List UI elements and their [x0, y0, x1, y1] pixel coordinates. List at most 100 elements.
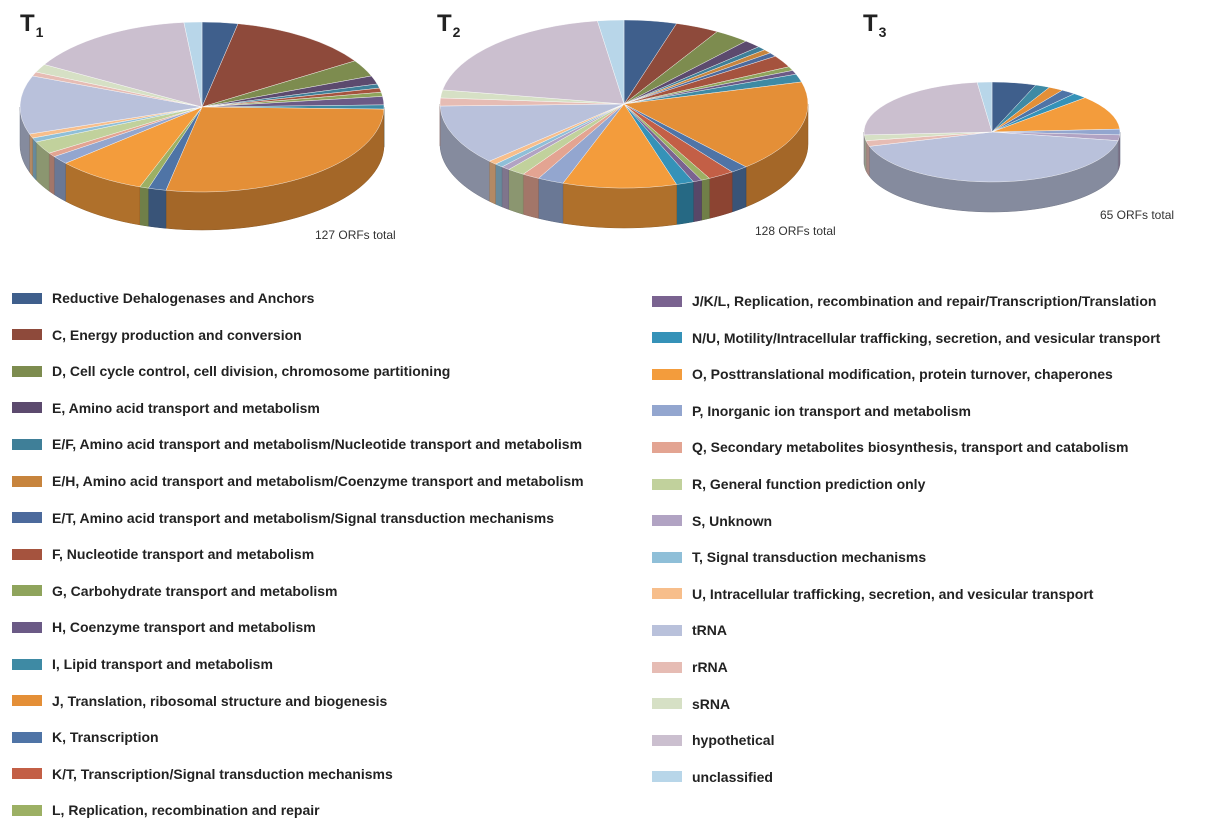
- pie-slice-hypothetical: [43, 22, 203, 108]
- legend-item: tRNA: [652, 619, 727, 641]
- legend-label: O, Posttranslational modification, prote…: [692, 366, 1113, 383]
- pie-side-o: [562, 182, 677, 229]
- pie-slice-o: [991, 97, 1121, 133]
- pie-chart-t3: [863, 81, 1121, 213]
- legend-swatch: [12, 329, 42, 341]
- legend-item: Q, Secondary metabolites biosynthesis, t…: [652, 436, 1128, 458]
- pie-charts-svg: [19, 19, 1121, 231]
- legend-label: F, Nucleotide transport and metabolism: [52, 546, 315, 563]
- legend-swatch: [652, 295, 682, 307]
- legend-label: T, Signal transduction mechanisms: [692, 549, 927, 566]
- legend-swatch: [652, 515, 682, 527]
- legend-right: J/K/L, Replication, recombination and re…: [652, 290, 1220, 790]
- legend-item: L, Replication, recombination and repair: [12, 799, 320, 821]
- legend-swatch: [12, 695, 42, 707]
- pie-side-q: [522, 173, 539, 219]
- legend-item: K, Transcription: [12, 726, 159, 748]
- legend-swatch: [652, 771, 682, 783]
- chart-title-t2: T2: [437, 10, 461, 40]
- legend-swatch: [652, 734, 682, 746]
- pie-slice-j: [623, 81, 809, 168]
- legend-swatch: [12, 512, 42, 524]
- legend-item: J, Translation, ribosomal structure and …: [12, 690, 387, 712]
- legend-label: C, Energy production and conversion: [52, 326, 302, 343]
- legend-label: P, Inorganic ion transport and metabolis…: [692, 402, 972, 419]
- legend-swatch: [12, 475, 42, 487]
- pie-slice-o: [562, 103, 677, 189]
- legend-item: O, Posttranslational modification, prote…: [652, 363, 1113, 385]
- legend-left: Reductive Dehalogenases and Anchors C, En…: [12, 287, 652, 818]
- pie-side-k: [731, 166, 747, 213]
- pie-slice-hypothetical: [442, 20, 625, 105]
- pie-side-p: [53, 156, 66, 202]
- legend-swatch: [12, 658, 42, 670]
- legend-item: R, General function prediction only: [652, 473, 925, 495]
- pie-slice-o: [65, 106, 203, 188]
- legend-swatch: [12, 365, 42, 377]
- legend-swatch: [652, 332, 682, 344]
- pie-side-n-u: [676, 181, 694, 225]
- legend-swatch: [652, 478, 682, 490]
- chart-title-t1: T1: [20, 10, 44, 40]
- legend-item: unclassified: [652, 766, 773, 788]
- legend-item: rRNA: [652, 656, 728, 678]
- legend-label: unclassified: [692, 768, 773, 785]
- legend-item: S, Unknown: [652, 510, 772, 532]
- legend-label: E/H, Amino acid transport and metabolism…: [52, 473, 584, 489]
- pie-charts-area: T1 T2 T3 127 ORFs total 128 ORFs total 6…: [0, 0, 1221, 280]
- pie-chart-t2: [439, 19, 809, 229]
- legend-item: T, Signal transduction mechanisms: [652, 546, 926, 568]
- legend-item: hypothetical: [652, 729, 774, 751]
- total-label-t3: 65 ORFs total: [1100, 208, 1175, 222]
- total-label-t2: 128 ORFs total: [755, 224, 836, 238]
- pie-side-u: [489, 160, 496, 205]
- pie-slice-c: [201, 23, 356, 108]
- legend-swatch: [12, 768, 42, 780]
- legend-label: E/F, Amino acid transport and metabolism…: [52, 436, 583, 453]
- legend-swatch: [12, 804, 42, 816]
- legend-item: E, Amino acid transport and metabolism: [12, 397, 320, 419]
- legend-swatch: [12, 402, 42, 414]
- legend-label: J, Translation, ribosomal structure and …: [52, 692, 388, 709]
- pie-slice-j: [165, 106, 385, 193]
- legend-label: hypothetical: [692, 732, 775, 749]
- pie-side-j-k-l: [693, 179, 702, 223]
- legend-item: D, Cell cycle control, cell division, ch…: [12, 360, 450, 382]
- legend-label: G, Carbohydrate transport and metabolism: [52, 582, 338, 599]
- pie-slice-trna: [439, 103, 625, 162]
- pie-side-s: [501, 166, 510, 210]
- pie-side-l: [701, 178, 710, 221]
- legend-swatch: [652, 588, 682, 600]
- legend-item: H, Coenzyme transport and metabolism: [12, 616, 316, 638]
- pie-side-u: [29, 133, 33, 177]
- pie-slice-unclassified: [183, 21, 203, 108]
- legend-label: Reductive Dehalogenases and Anchors: [52, 290, 315, 306]
- legend-item: P, Inorganic ion transport and metabolis…: [652, 400, 971, 422]
- pie-side-t: [495, 163, 503, 208]
- legend-label: sRNA: [692, 695, 731, 712]
- legend-label: Q, Secondary metabolites biosynthesis, t…: [692, 439, 1129, 456]
- legend-swatch: [652, 441, 682, 453]
- pie-slice-hypothetical: [863, 82, 993, 136]
- pie-side-p: [538, 178, 564, 224]
- legend-item: E/F, Amino acid transport and metabolism…: [12, 433, 582, 455]
- legend-item: N/U, Motility/Intracellular trafficking,…: [652, 327, 1160, 349]
- legend-label: I, Lipid transport and metabolism: [52, 656, 273, 672]
- legend-item: U, Intracellular trafficking, secretion,…: [652, 583, 1093, 605]
- legend-swatch: [652, 698, 682, 710]
- legend-swatch: [652, 661, 682, 673]
- legend-swatch: [652, 551, 682, 563]
- legend-label: K/T, Transcription/Signal transduction m…: [52, 765, 393, 782]
- legend-swatch: [652, 368, 682, 380]
- pie-side-l: [139, 186, 149, 227]
- legend-label: L, Replication, recombination and repair: [52, 802, 320, 819]
- legend-swatch: [12, 731, 42, 743]
- pie-slice-unclassified: [976, 81, 993, 133]
- legend-item: J/K/L, Replication, recombination and re…: [652, 290, 1156, 312]
- legend-item: Reductive Dehalogenases and Anchors: [12, 287, 314, 309]
- legend-label: E/T, Amino acid transport and metabolism…: [52, 509, 555, 526]
- legend-label: R, General function prediction only: [692, 476, 926, 492]
- legend-swatch: [652, 405, 682, 417]
- legend-item: I, Lipid transport and metabolism: [12, 653, 273, 675]
- legend-label: J/K/L, Replication, recombination and re…: [692, 293, 1157, 309]
